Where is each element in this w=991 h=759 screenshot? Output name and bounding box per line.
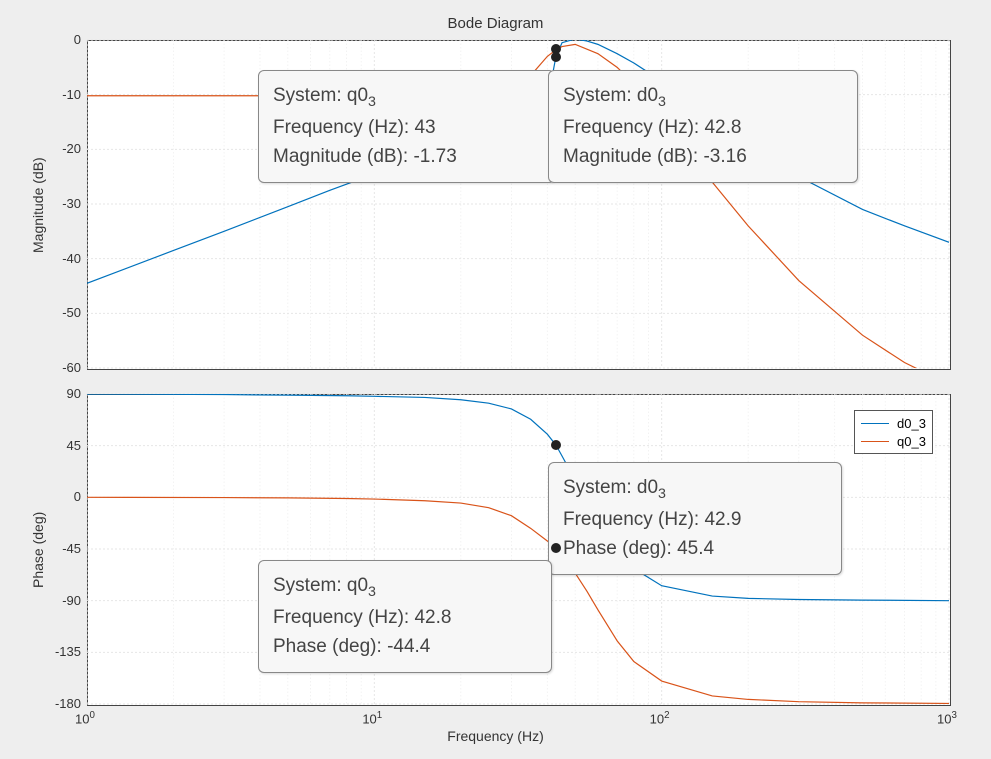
data-tooltip: System: q03Frequency (Hz): 42.8Phase (de…: [258, 560, 552, 673]
phase-y-tick-label: -180: [55, 696, 81, 711]
x-tick-label: 100: [75, 710, 95, 726]
tooltip-row: Magnitude (dB): -1.73: [273, 142, 540, 171]
tooltip-row: Phase (deg): 45.4: [563, 534, 827, 563]
phase-y-tick-label: -45: [62, 541, 81, 556]
data-marker: [551, 543, 561, 553]
tooltip-row: Frequency (Hz): 42.9: [563, 505, 827, 534]
legend-swatch: [861, 423, 889, 424]
legend-swatch: [861, 441, 889, 442]
x-tick-label: 102: [650, 710, 670, 726]
legend-item: q0_3: [861, 432, 926, 450]
tooltip-row: Magnitude (dB): -3.16: [563, 142, 843, 171]
tooltip-system-row: System: d03: [563, 473, 827, 505]
x-tick-label: 103: [937, 710, 957, 726]
data-tooltip: System: d03Frequency (Hz): 42.8Magnitude…: [548, 70, 858, 183]
tooltip-row: Frequency (Hz): 42.8: [563, 113, 843, 142]
phase-y-tick-label: 90: [67, 386, 81, 401]
phase-y-tick-label: 45: [67, 438, 81, 453]
legend-item: d0_3: [861, 414, 926, 432]
data-marker: [551, 52, 561, 62]
legend-label: q0_3: [897, 434, 926, 449]
tooltip-row: Frequency (Hz): 43: [273, 113, 540, 142]
phase-y-tick-label: -135: [55, 644, 81, 659]
phase-y-tick-label: -90: [62, 593, 81, 608]
tooltip-row: Phase (deg): -44.4: [273, 632, 537, 661]
data-tooltip: System: d03Frequency (Hz): 42.9Phase (de…: [548, 462, 842, 575]
data-marker: [551, 440, 561, 450]
legend-label: d0_3: [897, 416, 926, 431]
tooltip-system-row: System: q03: [273, 81, 540, 113]
legend: d0_3 q0_3: [854, 410, 933, 454]
tooltip-system-row: System: d03: [563, 81, 843, 113]
tooltip-system-row: System: q03: [273, 571, 537, 603]
data-tooltip: System: q03Frequency (Hz): 43Magnitude (…: [258, 70, 555, 183]
tooltip-row: Frequency (Hz): 42.8: [273, 603, 537, 632]
x-tick-label: 101: [362, 710, 382, 726]
phase-y-tick-label: 0: [74, 489, 81, 504]
